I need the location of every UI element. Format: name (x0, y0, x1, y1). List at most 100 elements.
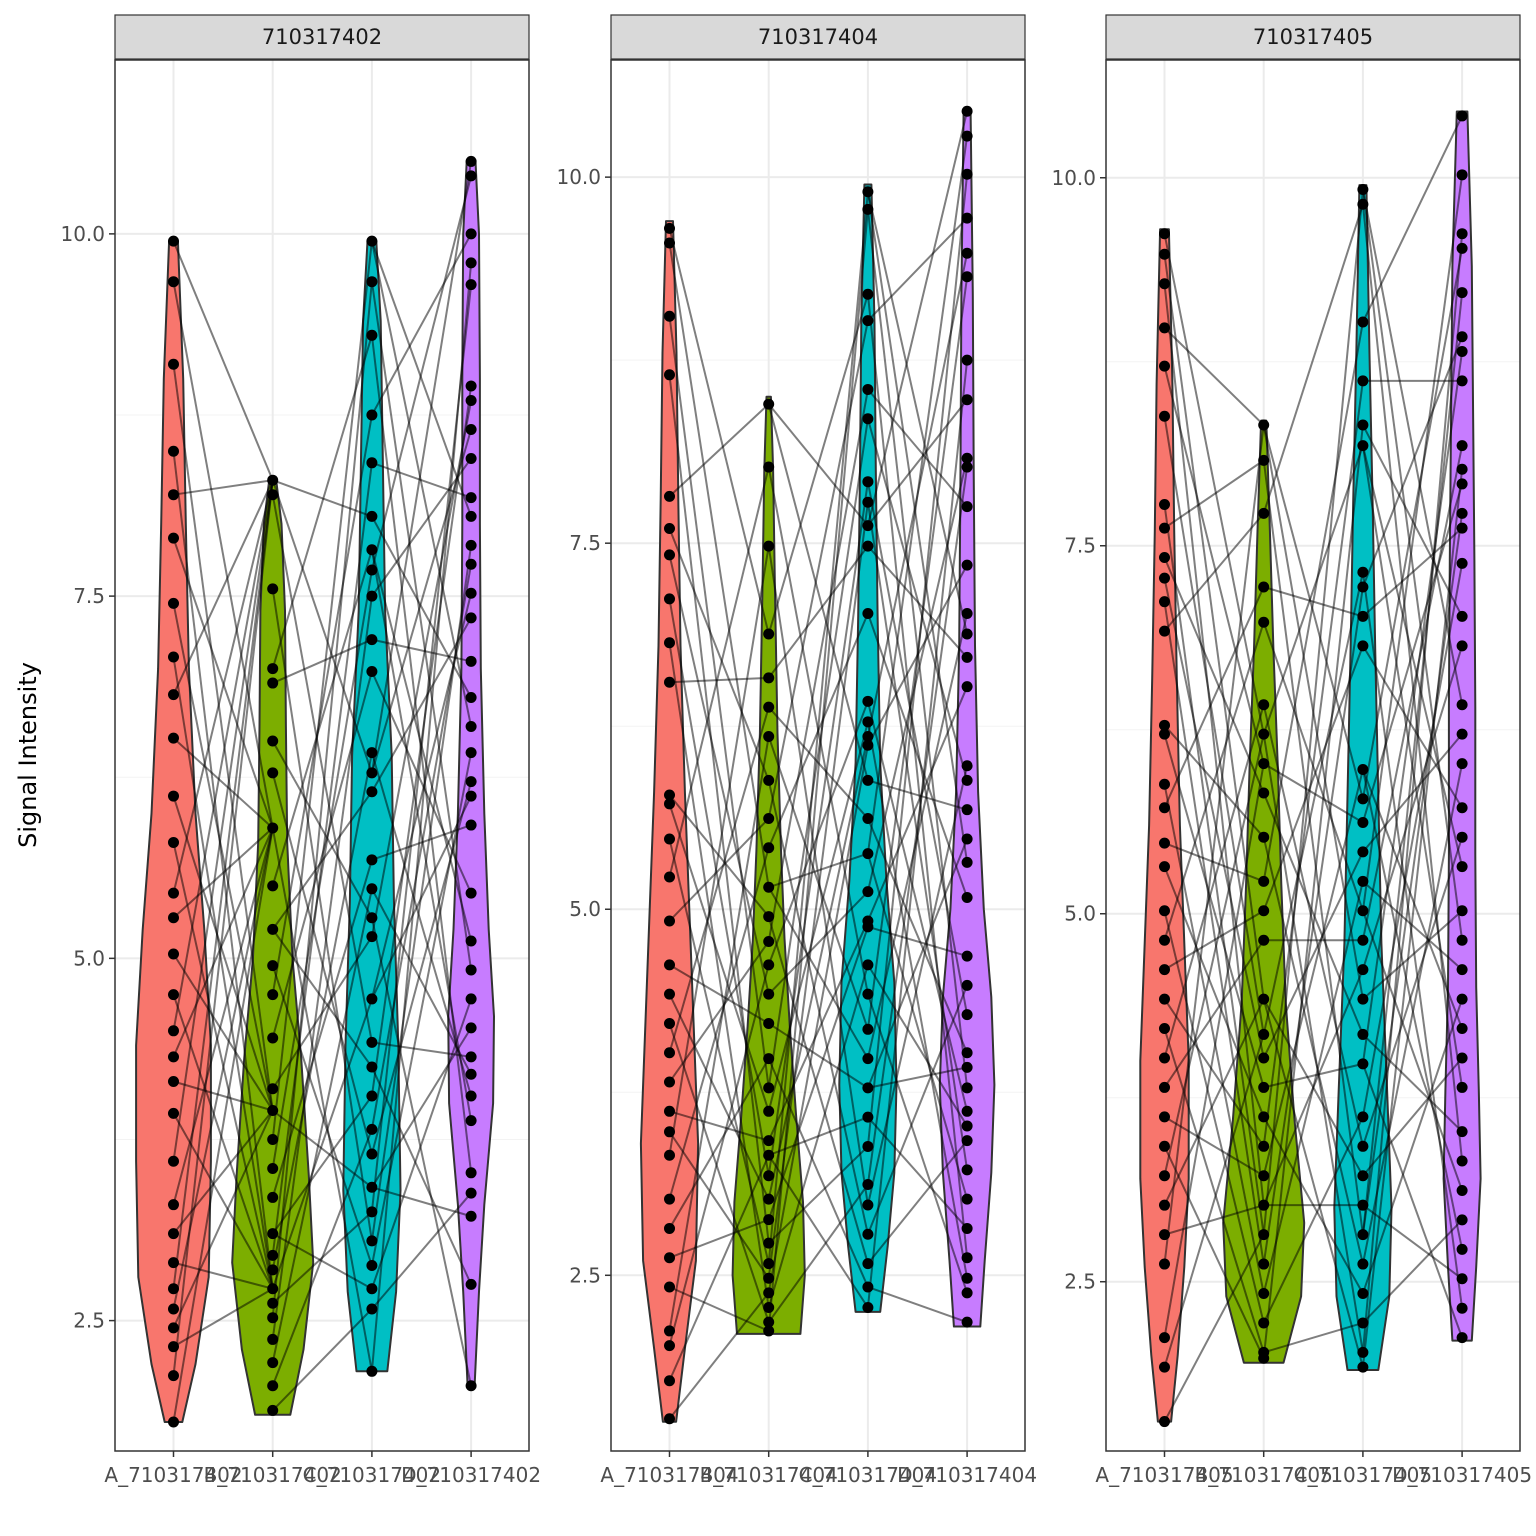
data-point (168, 989, 179, 1001)
data-point (1456, 522, 1468, 534)
data-point (168, 597, 179, 609)
data-point (465, 395, 477, 407)
data-point (1258, 581, 1270, 593)
data-point (1159, 522, 1170, 534)
data-point (1258, 616, 1270, 628)
data-point (664, 1375, 675, 1387)
data-point (1456, 1302, 1468, 1314)
data-point (1258, 1229, 1270, 1241)
x-tick-label: B_710317404 (700, 1463, 838, 1487)
data-point (465, 887, 477, 899)
data-point (465, 558, 477, 570)
data-point (862, 1179, 874, 1191)
data-point (366, 329, 378, 341)
data-point (1456, 375, 1468, 387)
data-point (1456, 831, 1468, 843)
paired-line (767, 736, 869, 1200)
data-point (862, 1228, 874, 1240)
paired-line (668, 736, 770, 1332)
paired-line (1163, 504, 1265, 1235)
paired-line (172, 795, 274, 1111)
paired-line (768, 1022, 869, 1089)
data-point (267, 1312, 279, 1324)
data-point (366, 544, 378, 556)
paired-line (1262, 189, 1364, 1235)
data-point (961, 1252, 973, 1264)
data-point (1159, 1170, 1170, 1182)
paired-line (866, 481, 969, 1015)
paired-line (867, 217, 968, 322)
data-point (763, 1082, 775, 1094)
paired-line (1361, 572, 1464, 1309)
paired-line (1163, 416, 1265, 1035)
paired-line (669, 1110, 769, 1142)
paired-line (172, 827, 274, 919)
data-point (1258, 905, 1270, 917)
paired-line (1163, 1028, 1265, 1353)
data-point (465, 721, 477, 733)
data-point (465, 1022, 477, 1034)
paired-line (1262, 733, 1364, 1353)
data-point (1456, 463, 1468, 475)
data-point (664, 1126, 675, 1138)
paired-line (767, 745, 869, 1294)
data-point (763, 540, 775, 552)
data-point (465, 655, 477, 667)
paired-line (1361, 763, 1464, 1265)
paired-line (668, 1292, 770, 1420)
paired-line (1164, 1204, 1264, 1236)
data-point (961, 804, 973, 816)
x-tick-label: A_710317402 (104, 1463, 242, 1487)
paired-line (767, 403, 869, 781)
data-point (1159, 499, 1170, 511)
data-point (366, 883, 378, 895)
data-point (1159, 572, 1170, 584)
data-point (465, 692, 477, 704)
data-point (465, 776, 477, 788)
data-point (862, 1140, 874, 1152)
paired-line (370, 161, 473, 774)
paired-line (668, 993, 770, 1200)
paired-line (1361, 769, 1464, 1029)
data-point (267, 880, 279, 892)
data-point (961, 774, 973, 786)
paired-line (768, 852, 869, 889)
data-point (267, 1357, 279, 1369)
data-point (862, 848, 874, 860)
data-point (465, 452, 477, 464)
paired-line (1164, 842, 1265, 883)
data-point (1159, 410, 1170, 422)
data-point (465, 587, 477, 599)
paired-line (668, 545, 770, 1156)
data-point (1159, 1052, 1170, 1064)
paired-line (1361, 233, 1464, 1353)
paired-line (271, 414, 373, 995)
data-point (1357, 1361, 1369, 1373)
paired-line (767, 293, 869, 635)
data-point (1456, 1052, 1468, 1064)
paired-line (1263, 1062, 1364, 1089)
data-point (664, 1325, 675, 1337)
paired-line (866, 458, 969, 892)
data-point (1357, 905, 1369, 917)
paired-line (172, 1110, 274, 1329)
data-point (1258, 1111, 1270, 1123)
data-point (1159, 728, 1170, 740)
paired-line (669, 1286, 770, 1332)
data-point (862, 186, 874, 198)
data-point (1456, 758, 1468, 770)
data-point (267, 489, 279, 501)
paired-line (1361, 445, 1464, 941)
data-point (664, 593, 675, 605)
data-point (1357, 198, 1369, 210)
paired-line (866, 701, 969, 1112)
data-point (366, 235, 378, 247)
data-point (961, 1193, 973, 1205)
paired-line (767, 1154, 869, 1309)
data-point (1456, 1214, 1468, 1226)
data-point (465, 612, 477, 624)
data-point (1456, 1126, 1468, 1138)
data-point (961, 979, 973, 991)
paired-line (866, 191, 969, 635)
paired-line (172, 281, 274, 829)
